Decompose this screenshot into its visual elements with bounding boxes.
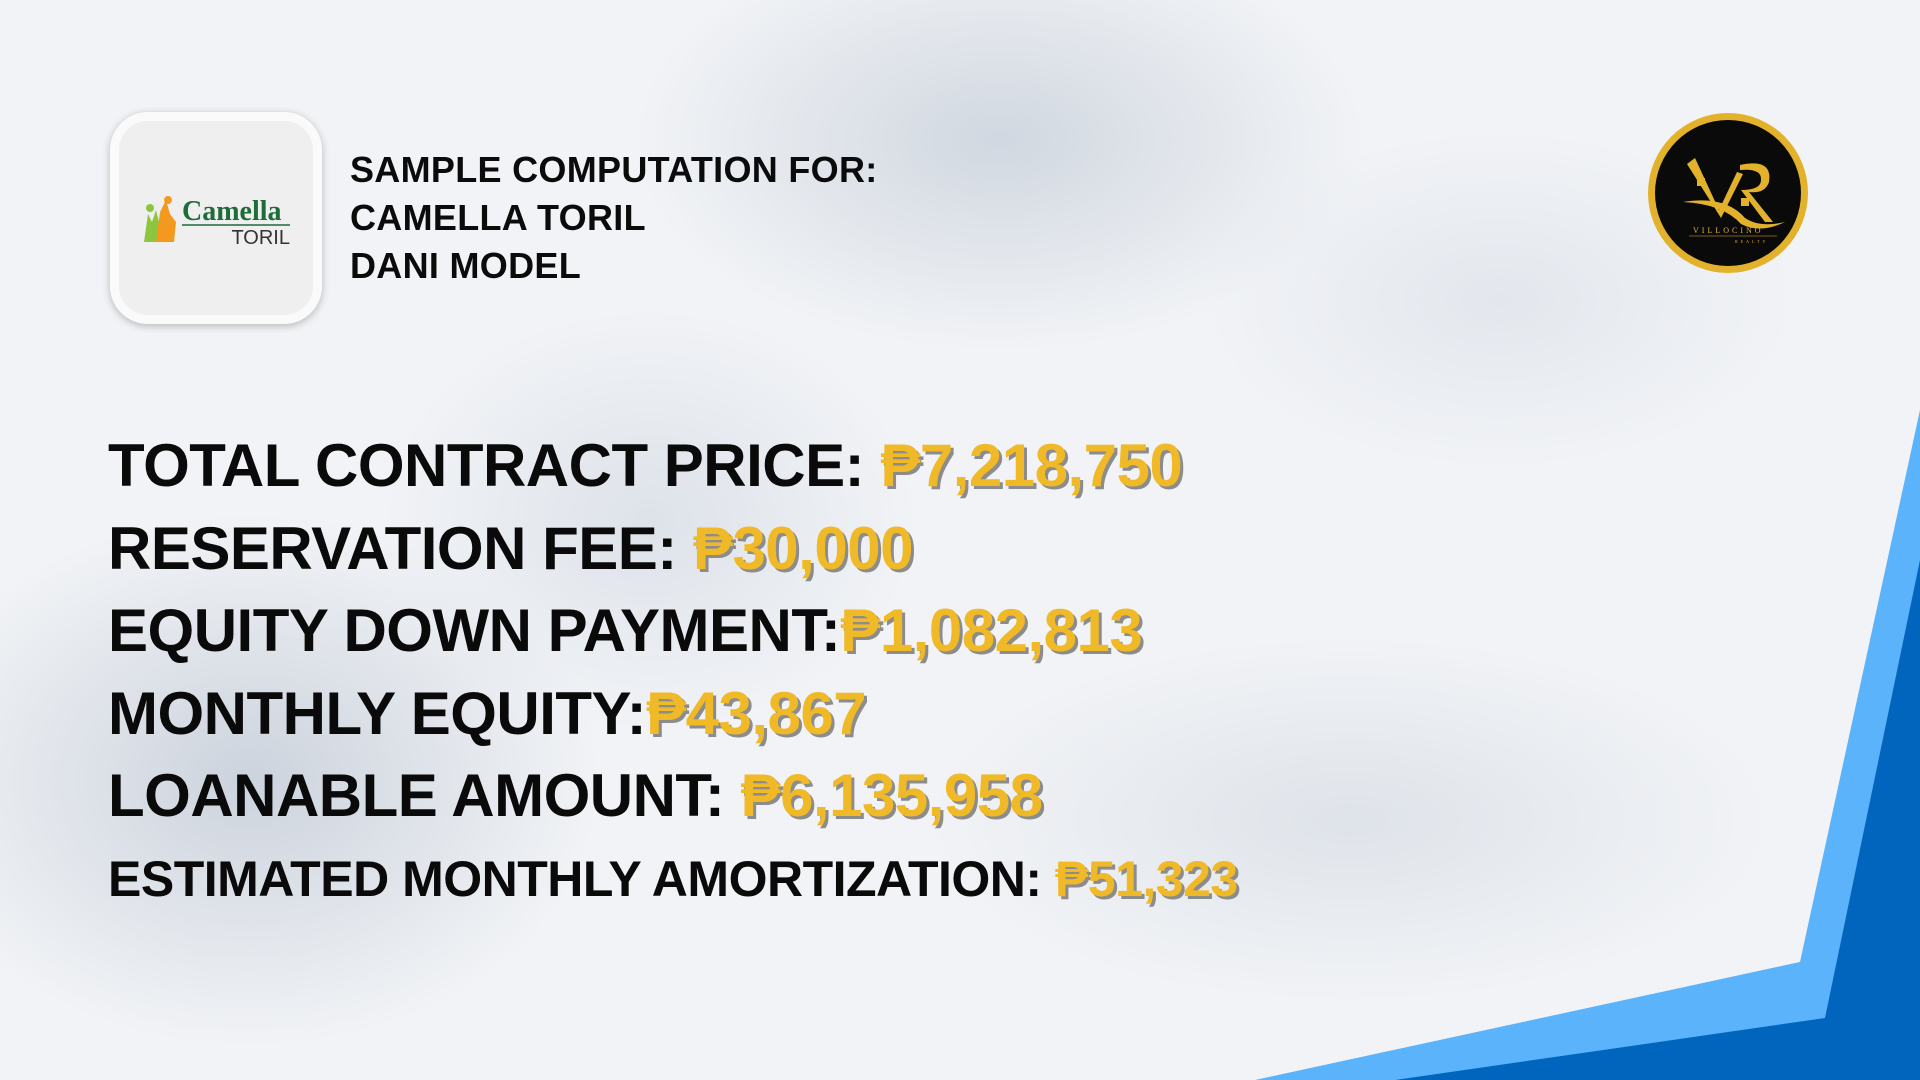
villocino-realty-logo: VILLOCINO REALTY [1648,113,1808,273]
camella-brand-text: Camella [182,196,282,227]
realty-subtitle-text: REALTY [1735,239,1768,244]
page-header: SAMPLE COMPUTATION FOR: CAMELLA TORIL DA… [350,146,878,290]
row-loanable-amount: LOANABLE AMOUNT: ₱6,135,958 [108,755,1238,838]
value: ₱43,867 [646,679,867,747]
value: ₱30,000 [692,514,914,582]
value: ₱51,323 [1054,850,1238,907]
label: TOTAL CONTRACT PRICE: [108,432,881,499]
row-reservation-fee: RESERVATION FEE: ₱30,000 [108,508,1238,591]
label: LOANABLE AMOUNT: [108,762,741,829]
row-total-contract-price: TOTAL CONTRACT PRICE: ₱7,218,750 [108,425,1238,508]
row-monthly-equity: MONTHLY EQUITY:₱43,867 [108,673,1238,756]
label: ESTIMATED MONTHLY AMORTIZATION: [108,850,1055,907]
camella-toril-logo-badge: Camella TORIL [110,112,322,324]
value: ₱6,135,958 [740,762,1043,829]
header-line-project: CAMELLA TORIL [350,197,646,238]
value: ₱1,082,813 [840,597,1143,664]
row-estimated-monthly-amortization: ESTIMATED MONTHLY AMORTIZATION: ₱51,323 [108,838,1238,921]
row-equity-down-payment: EQUITY DOWN PAYMENT:₱1,082,813 [108,590,1238,673]
header-line-model: DANI MODEL [350,245,581,286]
value: ₱7,218,750 [880,432,1183,499]
header-line-sample-computation: SAMPLE COMPUTATION FOR: [350,149,878,190]
computation-list: TOTAL CONTRACT PRICE: ₱7,218,750 RESERVA… [108,425,1238,920]
label: EQUITY DOWN PAYMENT: [108,597,841,664]
camella-location-text: TORIL [231,227,290,248]
label: RESERVATION FEE: [108,514,693,582]
camella-logo-icon: Camella TORIL [144,196,290,248]
label: MONTHLY EQUITY: [108,679,647,747]
realty-name-text: VILLOCINO [1693,226,1764,235]
